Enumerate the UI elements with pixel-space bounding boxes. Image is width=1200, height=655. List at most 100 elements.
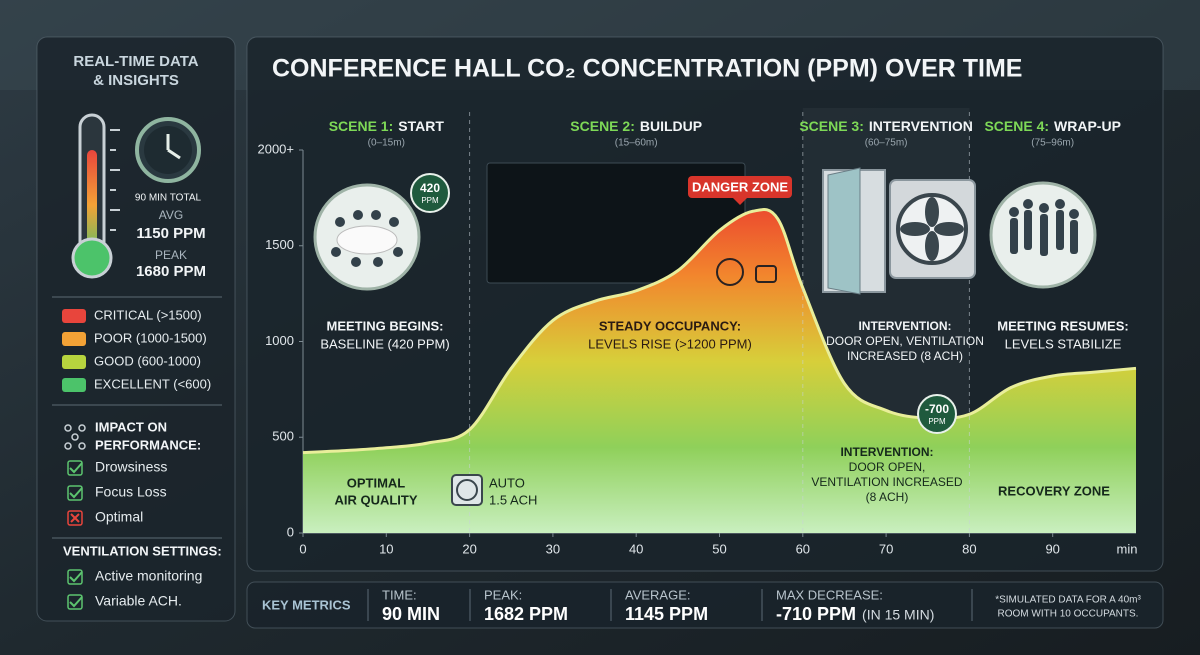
metric-label: MAX DECREASE: <box>776 587 883 602</box>
x-tick-label: 90 <box>1045 541 1059 556</box>
sidebar-panel <box>36 36 236 622</box>
scene-range: (15–60m) <box>615 138 658 149</box>
check-box <box>67 510 83 526</box>
metric-note: (IN 15 MIN) <box>862 607 934 623</box>
annotation: DOOR OPEN, VENTILATION <box>826 334 984 348</box>
people-icons <box>331 210 403 267</box>
legend-label: CRITICAL (>1500) <box>94 307 202 322</box>
metric-value: 1145 PPM <box>625 604 708 624</box>
badge-unit: PPM <box>421 196 439 205</box>
table-icon <box>336 225 398 255</box>
scene-title: START <box>398 118 444 134</box>
sleepy-icon <box>716 258 744 286</box>
scene-name: SCENE 1: <box>329 118 394 134</box>
ppm-badge <box>410 173 450 213</box>
metric-label: TIME: <box>382 587 417 602</box>
thermometer-bulb <box>71 237 113 279</box>
fan-blades <box>900 197 964 261</box>
illustrations <box>313 167 1097 506</box>
x-tick-label: 50 <box>712 541 726 556</box>
x-tick-label: 30 <box>546 541 560 556</box>
scene-range: (0–15m) <box>368 138 405 149</box>
scene-range: (60–75m) <box>865 138 908 149</box>
annotation: DOOR OPEN, <box>849 460 926 474</box>
fan-ring <box>896 193 968 265</box>
line <box>302 207 1137 455</box>
total-time: 90 MIN TOTAL <box>135 193 202 204</box>
check-label: Optimal <box>95 509 143 525</box>
metric-value: 90 MIN <box>382 604 440 624</box>
scene-title: INTERVENTION <box>869 118 973 134</box>
scene-range: (75–96m) <box>1031 138 1074 149</box>
people-icons <box>1009 199 1079 256</box>
danger-label: DANGER ZONE <box>692 179 788 194</box>
check-box <box>67 569 83 585</box>
thermometer-fill <box>87 150 97 260</box>
auto-fan-ring <box>456 479 478 501</box>
annotation: OPTIMAL <box>347 475 406 490</box>
y-tick-label: 0 <box>287 524 294 539</box>
legend-swatch <box>62 355 86 369</box>
sidebar-title: REAL-TIME DATA <box>73 53 198 70</box>
avg-label: AVG <box>159 208 183 222</box>
scene-header: SCENE 1: START <box>329 118 445 134</box>
legend-swatch <box>62 309 86 323</box>
check-mark <box>69 487 83 499</box>
annotation: INCREASED (8 ACH) <box>847 349 963 363</box>
x-tick-label: 20 <box>462 541 476 556</box>
chart-title: CONFERENCE HALL CO₂ CONCENTRATION (PPM) … <box>272 55 1022 83</box>
scene-header: SCENE 4: WRAP-UP <box>984 118 1120 134</box>
legend-label: GOOD (600-1000) <box>94 353 201 368</box>
scene-title: BUILDUP <box>640 118 702 134</box>
x-tick-label: 80 <box>962 541 976 556</box>
metric-value: -710 PPM <box>776 604 856 624</box>
y-tick-label: 500 <box>272 429 294 444</box>
check-box <box>67 485 83 501</box>
scene-title: WRAP-UP <box>1054 118 1121 134</box>
metrics-title: KEY METRICS <box>262 597 351 612</box>
scene-header: SCENE 3: INTERVENTION <box>799 118 973 134</box>
legend-label: POOR (1000-1500) <box>94 330 207 345</box>
metrics-panel <box>246 581 1164 629</box>
clock-hand <box>167 148 181 160</box>
metrics-bar: KEY METRICS *SIMULATED DATA FOR A 40m³ R… <box>246 581 1164 629</box>
plot: 0 500 1000 1500 2000+ 0 10 20 30 40 50 60 70 80 90 min S… <box>257 108 1137 556</box>
check-mark <box>69 596 83 608</box>
annotation: STEADY OCCUPANCY: <box>599 318 741 333</box>
check-label: Active monitoring <box>95 568 202 584</box>
door-panel <box>827 167 861 295</box>
check-label: Focus Loss <box>95 484 167 500</box>
danger-pointer <box>733 198 747 205</box>
footnote: *SIMULATED DATA FOR A 40m³ <box>995 595 1141 606</box>
ppm-badge <box>917 394 957 434</box>
check-mark <box>69 462 83 474</box>
check-box <box>67 594 83 610</box>
cross-mark <box>70 513 80 523</box>
check-mark <box>69 571 83 583</box>
x-tick-label: 10 <box>379 541 393 556</box>
scene-name: SCENE 4: <box>984 118 1049 134</box>
avg-value: 1150 PPM <box>136 225 205 242</box>
impact-title: IMPACT ON <box>95 419 167 434</box>
y-tick-label: 1500 <box>265 237 294 252</box>
annotation: LEVELS RISE (>1200 PPM) <box>588 336 752 351</box>
annotation: MEETING BEGINS: <box>326 318 443 333</box>
legend-swatch <box>62 378 86 392</box>
badge-value: 420 <box>420 181 440 195</box>
x-tick-label: 0 <box>299 541 306 556</box>
scene-header: SCENE 2: BUILDUP <box>570 118 702 134</box>
legend-swatch <box>62 332 86 346</box>
scene-name: SCENE 2: <box>570 118 635 134</box>
annotation: VENTILATION INCREASED <box>811 475 962 489</box>
legend-label: EXCELLENT (<600) <box>94 376 211 391</box>
area <box>303 209 1136 533</box>
y-tick-label: 2000+ <box>257 141 294 156</box>
sidebar: REAL-TIME DATA & INSIGHTS 90 MIN TOTAL A… <box>36 36 236 622</box>
annotation: BASELINE (420 PPM) <box>320 336 449 351</box>
badge-value: -700 <box>925 402 949 416</box>
y-tick-label: 1000 <box>265 333 294 348</box>
x-tick-label: 70 <box>879 541 893 556</box>
